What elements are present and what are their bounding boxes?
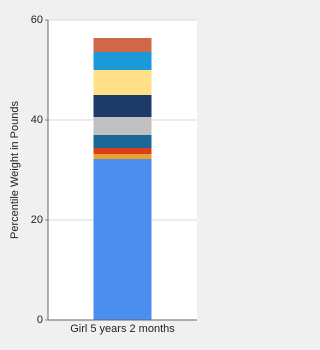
bar-segment — [93, 70, 152, 95]
chart: Percentile Weight in Pounds 0 20 40 60 Girl … — [9, 14, 197, 335]
bar-segment — [93, 95, 152, 117]
bar-segment — [93, 117, 152, 135]
bar-segment — [93, 154, 152, 159]
x-tick-label: Girl 5 years 2 months — [70, 323, 175, 335]
bar-segment — [93, 135, 152, 148]
y-tick-label: 0 — [37, 314, 43, 326]
bar-segment — [93, 38, 152, 52]
y-tick-label: 40 — [31, 114, 43, 126]
y-tick-label: 20 — [31, 214, 43, 226]
bar-segment — [93, 52, 152, 70]
y-axis-label: Percentile Weight in Pounds — [9, 101, 21, 239]
y-tick-label: 60 — [31, 14, 43, 26]
bar-segment — [93, 148, 152, 154]
bar-segment — [93, 159, 152, 320]
